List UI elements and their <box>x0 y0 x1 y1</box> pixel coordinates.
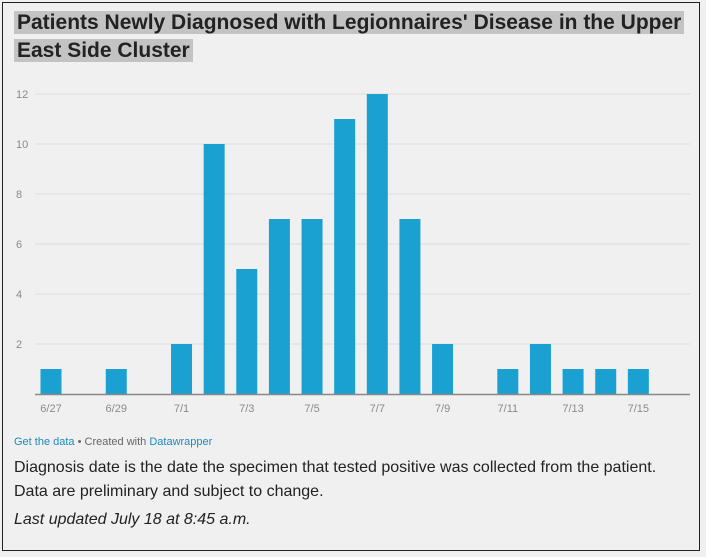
last-updated-note: Last updated July 18 at 8:45 a.m. <box>14 511 251 528</box>
bar-7-5 <box>301 219 323 394</box>
bar-7-3 <box>236 269 258 394</box>
y-tick-label-8: 8 <box>16 189 22 201</box>
y-tick-label-10: 10 <box>16 139 28 151</box>
bar-7-7 <box>366 94 388 394</box>
x-tick-label-7-15: 7/15 <box>628 403 649 415</box>
bar-7-6 <box>334 119 356 394</box>
x-tick-label-6-29: 6/29 <box>106 403 127 415</box>
x-tick-label-7-1: 7/1 <box>174 403 189 415</box>
bar-7-14 <box>595 369 617 394</box>
datawrapper-link[interactable]: Datawrapper <box>149 436 213 448</box>
bar-7-4 <box>268 219 290 394</box>
y-tick-label-6: 6 <box>16 239 22 251</box>
chart-description: Diagnosis date is the date the specimen … <box>14 459 657 500</box>
bar-7-15 <box>627 369 649 394</box>
x-tick-label-7-3: 7/3 <box>239 403 254 415</box>
chart-meta: Get the data • Created with Datawrapper <box>14 436 212 448</box>
bar-6-27 <box>40 369 62 394</box>
y-tick-label-12: 12 <box>16 89 28 101</box>
x-tick-label-7-11: 7/11 <box>498 403 519 415</box>
bar-7-13 <box>562 369 584 394</box>
meta-separator: • Created with <box>74 436 150 448</box>
x-tick-label-7-13: 7/13 <box>562 403 583 415</box>
x-tick-label-6-27: 6/27 <box>40 403 61 415</box>
get-data-link[interactable]: Get the data <box>14 436 75 448</box>
chart-title: Patients Newly Diagnosed with Legionnair… <box>14 9 685 65</box>
bar-7-12 <box>529 344 551 394</box>
x-tick-label-7-9: 7/9 <box>435 403 450 415</box>
bar-7-8 <box>399 219 421 394</box>
x-tick-label-7-7: 7/7 <box>370 403 385 415</box>
bar-chart: 2 4 6 8 10 12 6/27 6/29 7/1 7/3 7/5 7/7 7/9 7/11 7/13 7… <box>16 89 690 415</box>
y-tick-label-2: 2 <box>16 339 22 351</box>
bar-7-9 <box>432 344 454 394</box>
x-tick-label-7-5: 7/5 <box>304 403 319 415</box>
bar-7-11 <box>497 369 519 394</box>
y-tick-label-4: 4 <box>16 289 22 301</box>
bar-7-2 <box>203 144 225 394</box>
bar-7-1 <box>171 344 193 394</box>
bar-6-29 <box>105 369 127 394</box>
